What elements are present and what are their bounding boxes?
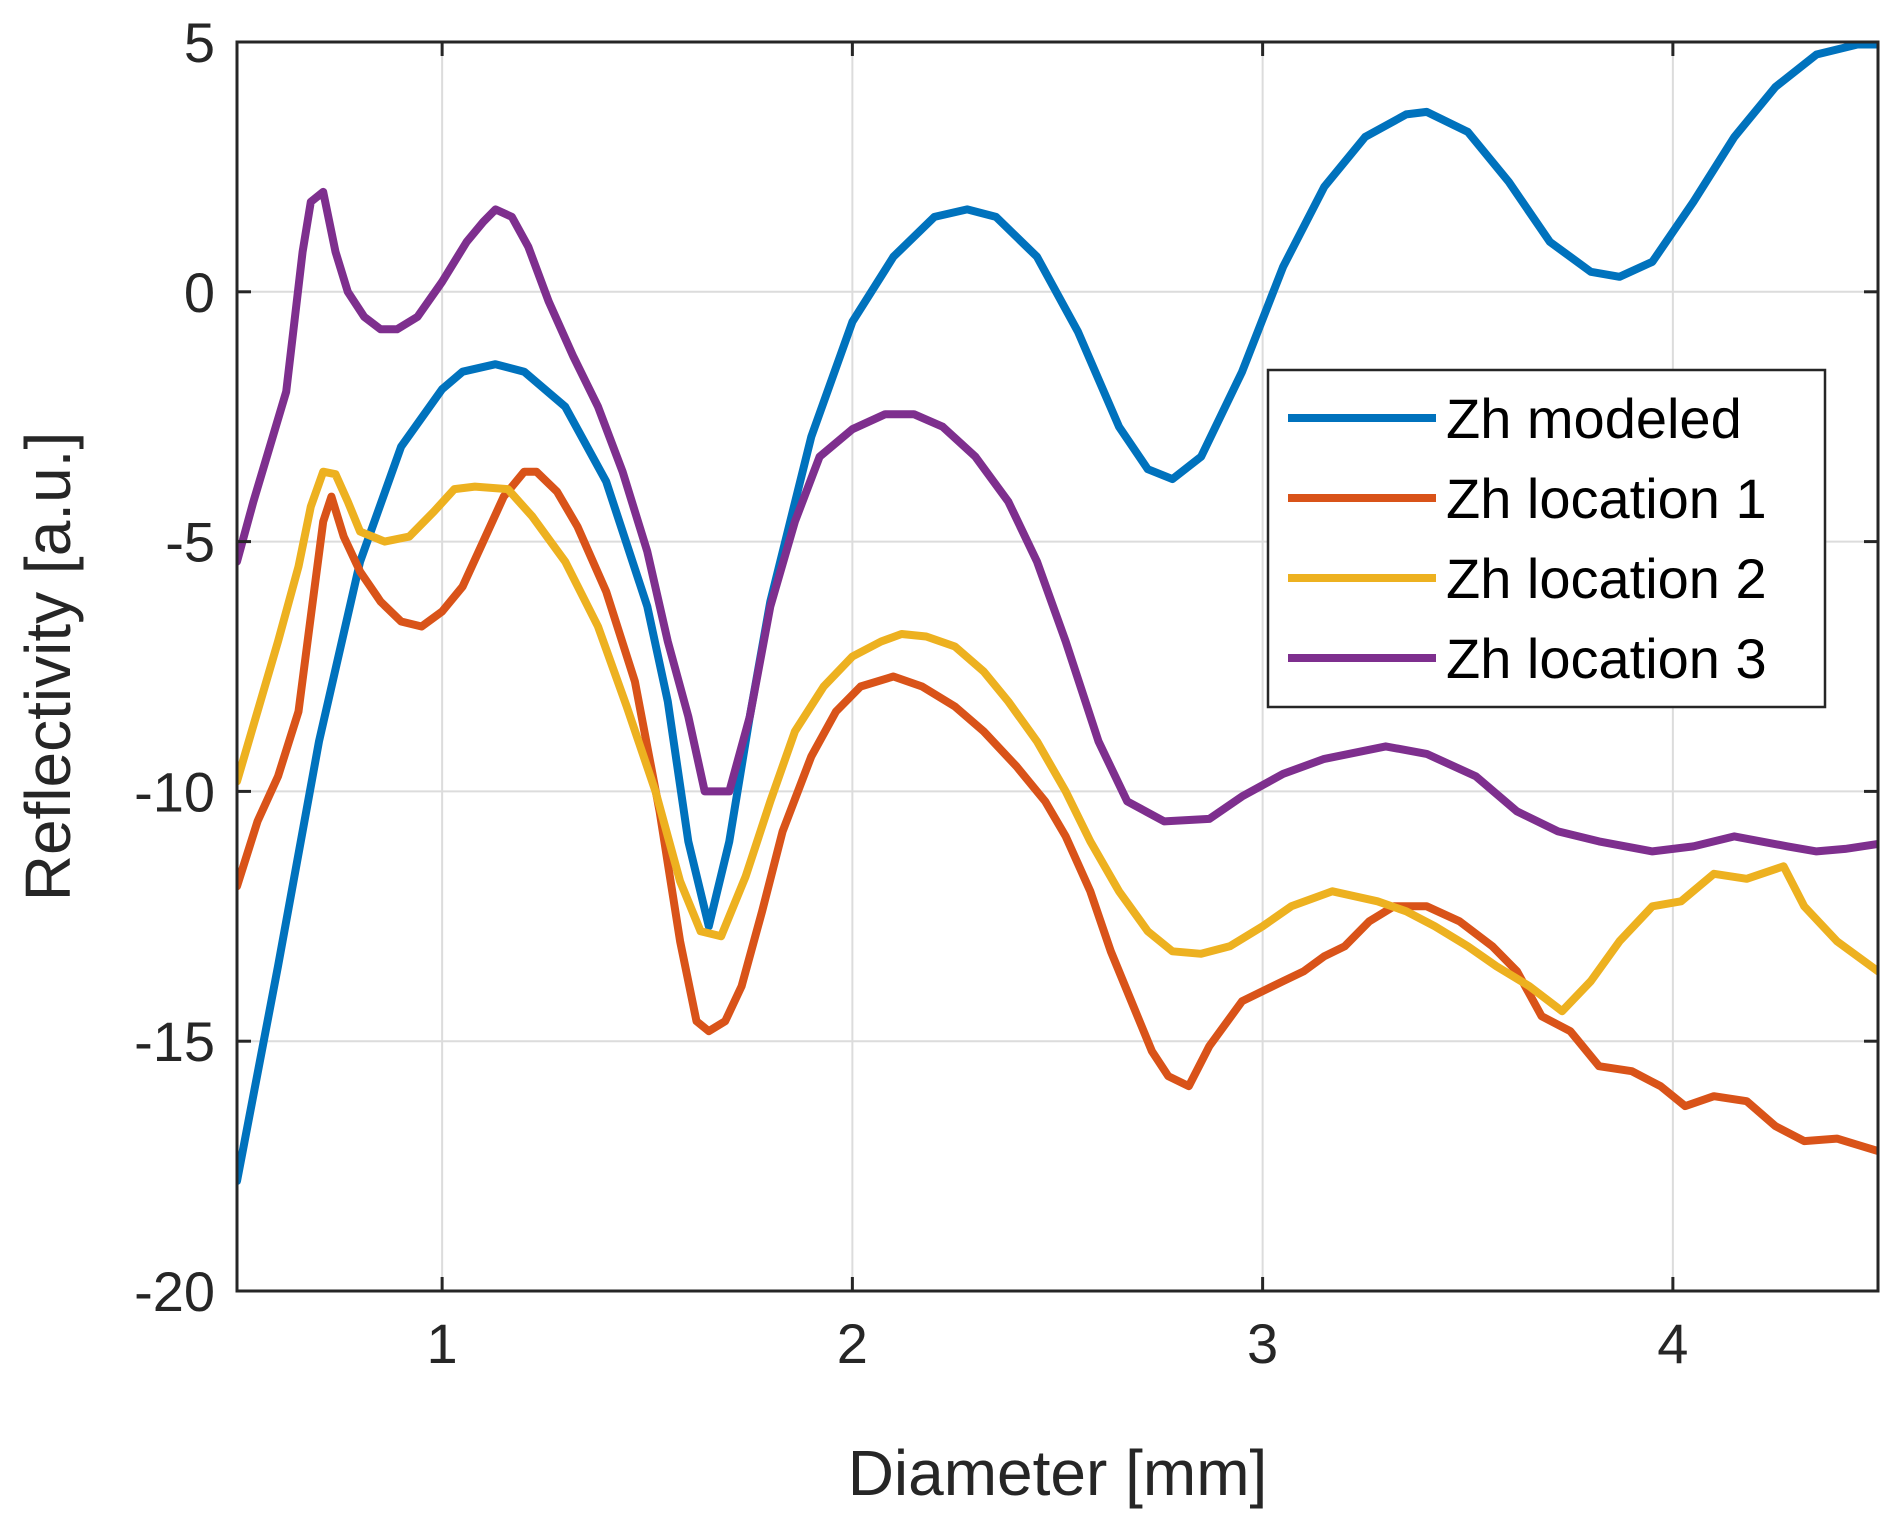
y-tick-label: -10 [134, 760, 215, 823]
series-line-1 [237, 42, 1878, 1186]
x-tick-label: 2 [837, 1312, 868, 1375]
legend-items: Zh modeled Zh location 1 Zh location 2 Zh l… [1288, 387, 1767, 690]
y-tick-label: -20 [134, 1260, 215, 1323]
y-tick-label: -15 [134, 1010, 215, 1073]
series-line-3 [237, 467, 1878, 1016]
legend-box [1266, 368, 1827, 709]
legend-label: Zh modeled [1446, 387, 1742, 450]
plot-frame [235, 40, 1880, 1293]
y-axis-label: Reflectivity [a.u.] [12, 432, 84, 902]
y-tick-label: 0 [184, 261, 215, 324]
y-tick-label: 5 [184, 11, 215, 74]
y-tick-label: -5 [165, 511, 215, 574]
legend-label: Zh location 2 [1446, 547, 1767, 610]
legend-label: Zh location 3 [1446, 627, 1767, 690]
legend-item: Zh location 3 [1288, 627, 1767, 690]
legend-item: Zh modeled [1288, 387, 1742, 450]
series-line-4 [237, 187, 1878, 856]
x-tick-label: 3 [1247, 1312, 1278, 1375]
series-line-2 [237, 467, 1878, 1156]
legend: Zh modeled Zh location 1 Zh location 2 Zh l… [1266, 368, 1827, 709]
series-layer [237, 42, 1878, 1186]
x-tick-label: 4 [1657, 1312, 1688, 1375]
x-axis-label: Diameter [mm] [848, 1437, 1268, 1509]
x-tick-label: 1 [427, 1312, 458, 1375]
legend-item: Zh location 2 [1288, 547, 1767, 610]
legend-label: Zh location 1 [1446, 467, 1767, 530]
tick-layer: 1 2 3 4 5 0 -5 -10 -15 -20 [134, 11, 1878, 1375]
legend-item: Zh location 1 [1288, 467, 1767, 530]
